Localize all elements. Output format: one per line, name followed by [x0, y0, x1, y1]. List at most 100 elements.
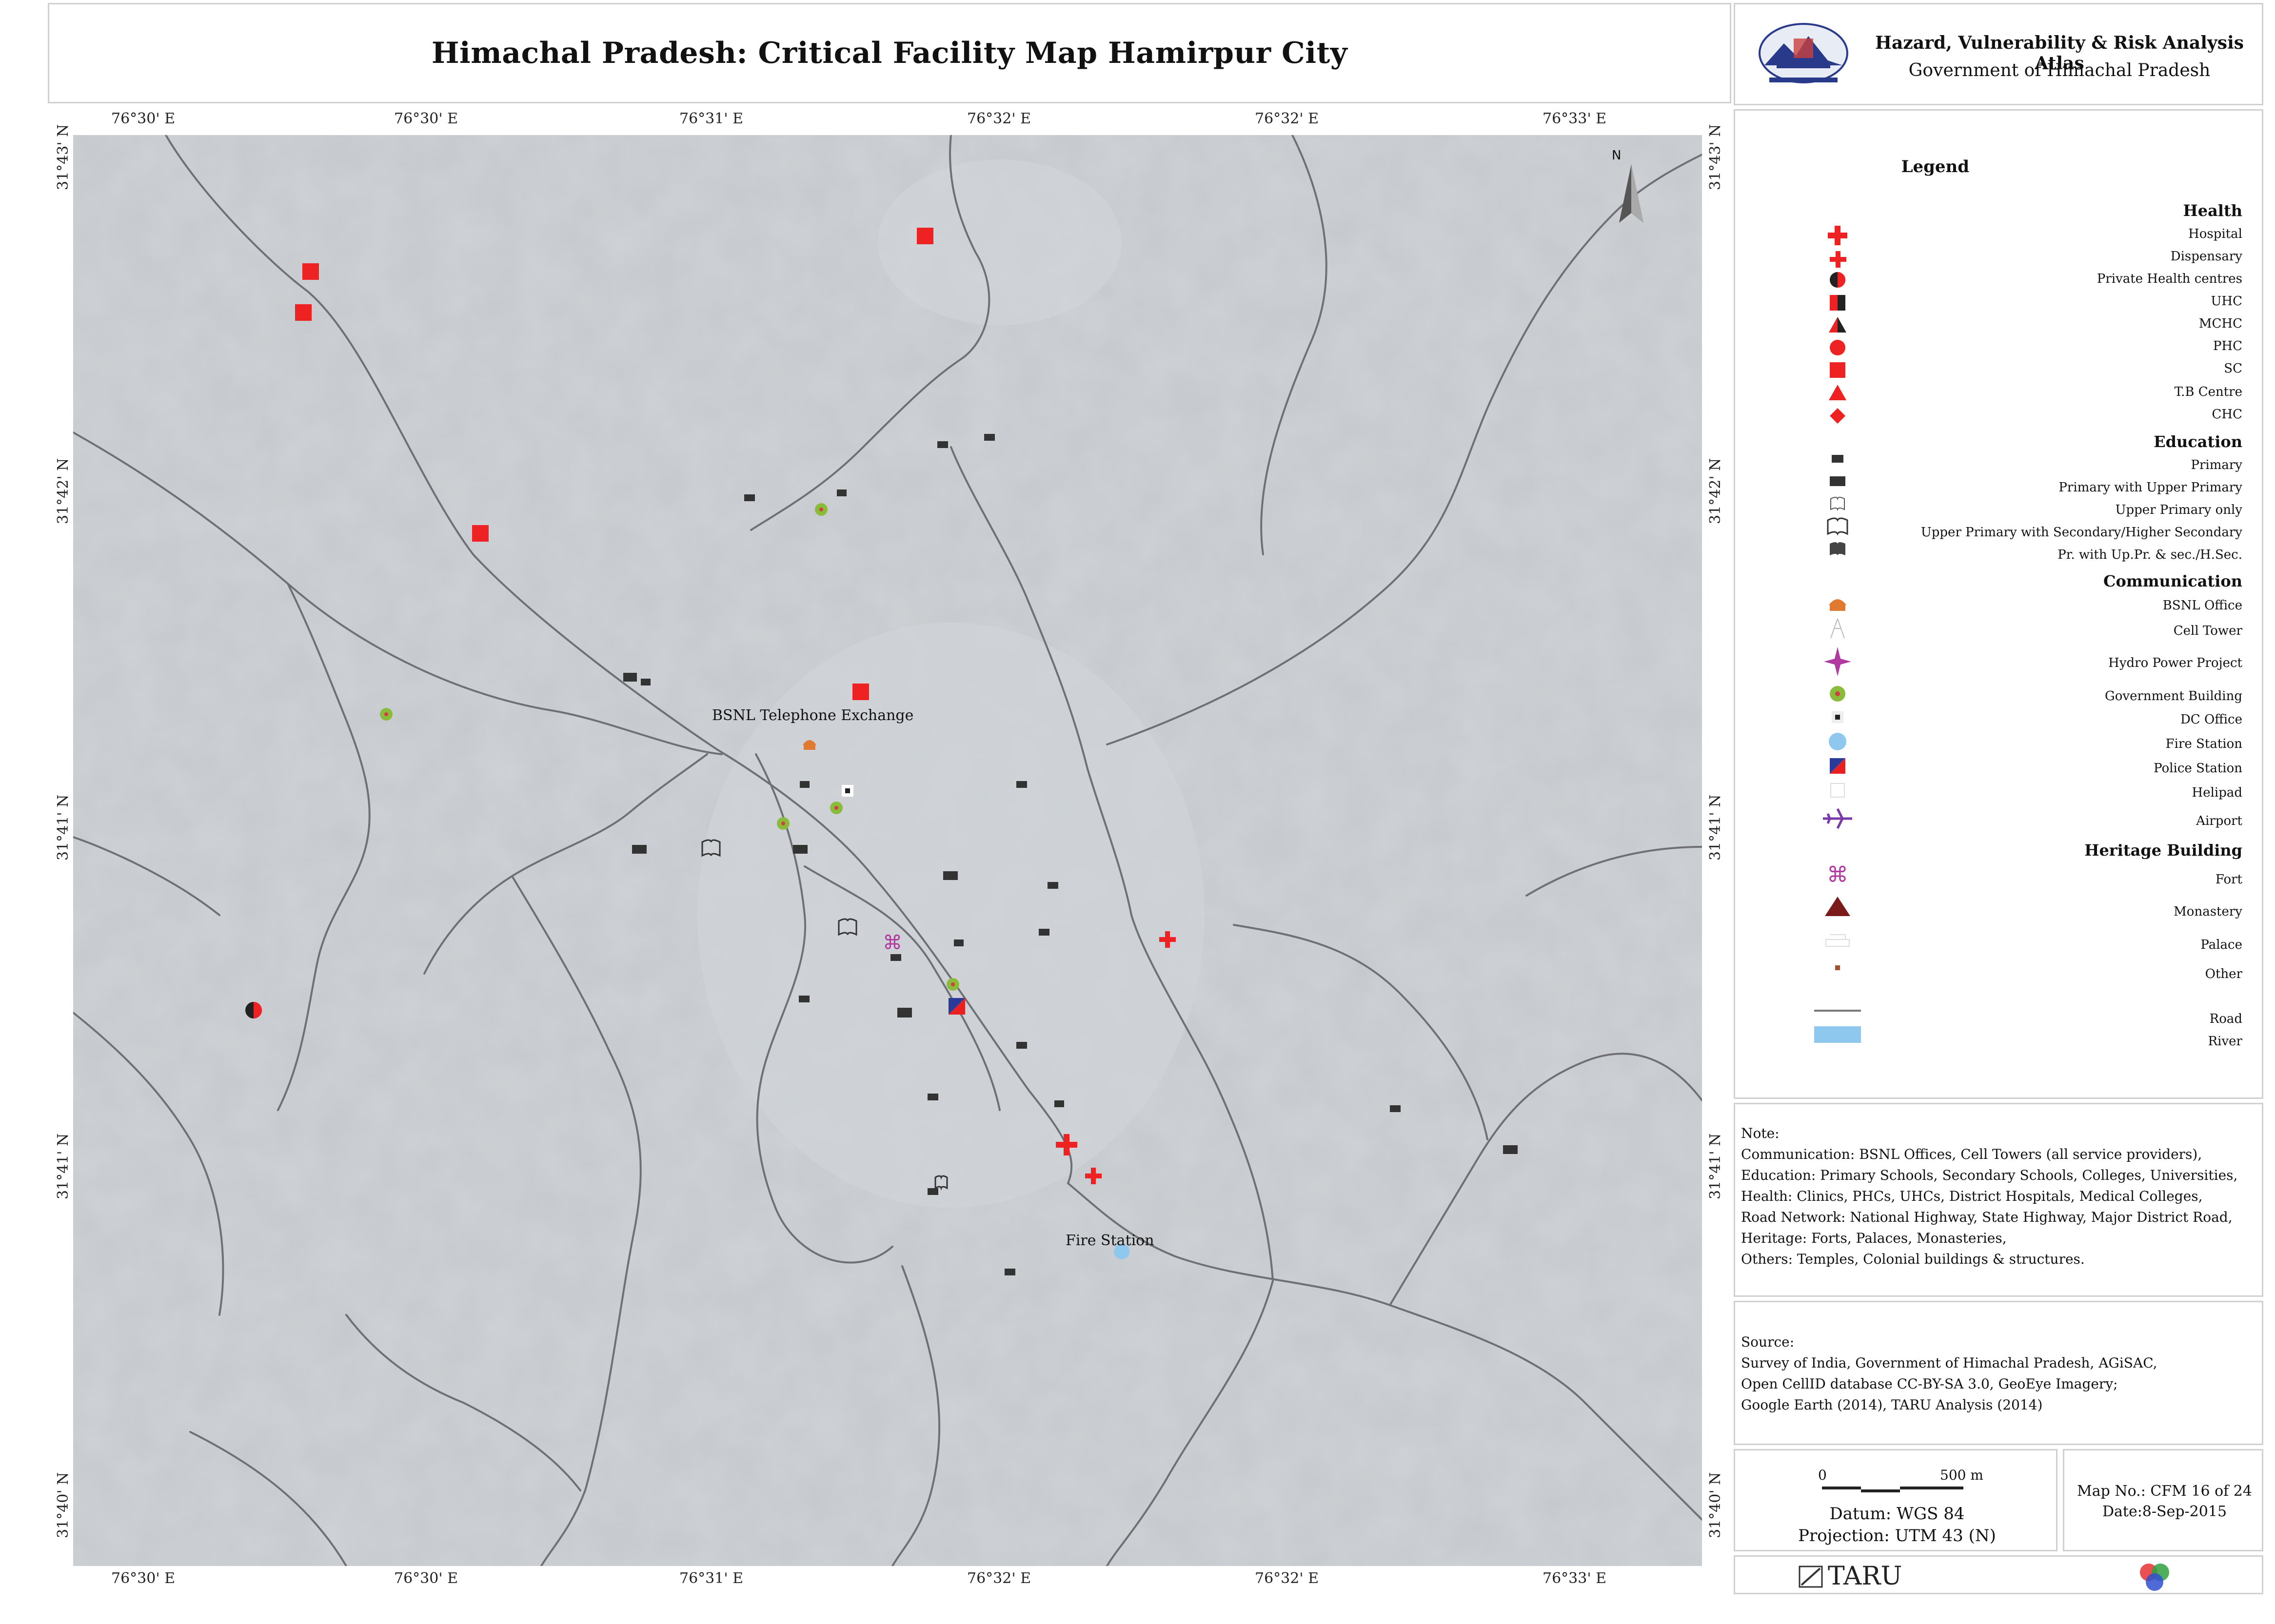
school-icon[interactable]: [641, 679, 651, 685]
lat-label-right-3: 31°41' N: [1707, 794, 1724, 861]
school-icon[interactable]: [744, 494, 755, 501]
dc-office-icon: [1832, 711, 1843, 723]
note-line-6: Others: Temples, Colonial buildings & st…: [1741, 1251, 2085, 1267]
source-line-2: Open CellID database CC-BY-SA 3.0, GeoEy…: [1741, 1376, 2118, 1392]
school-icon[interactable]: [800, 781, 810, 788]
legend-item-monastery: Monastery: [2174, 904, 2242, 919]
hospital-icon[interactable]: [1056, 1134, 1077, 1155]
source-line-1: Survey of India, Government of Himachal …: [1741, 1355, 2157, 1371]
dispensary-icon: [1830, 251, 1846, 268]
road: [750, 135, 990, 531]
lon-label-bottom-3: 76°31' E: [679, 1570, 744, 1587]
private-health-centre-icon[interactable]: [245, 1002, 262, 1018]
government-building-icon[interactable]: [777, 817, 790, 830]
fort-icon[interactable]: ⌘: [883, 932, 902, 954]
sc-marker-icon[interactable]: [472, 525, 489, 542]
book-icon[interactable]: [701, 839, 721, 857]
scale-start-label: 0: [1818, 1467, 1827, 1483]
road: [73, 836, 220, 916]
school-icon[interactable]: [897, 1008, 912, 1017]
book-icon[interactable]: [934, 1175, 948, 1191]
upper-primary-icon: [1830, 497, 1845, 511]
legend-item-primary-upper: Primary with Upper Primary: [2058, 480, 2242, 495]
airport-icon: [1823, 808, 1852, 829]
primary-upper-icon: [1830, 476, 1845, 486]
fort-icon: ⌘: [1827, 862, 1848, 887]
road: [755, 753, 893, 1264]
road: [165, 135, 1073, 1184]
dc-office-icon[interactable]: [842, 785, 853, 797]
government-building-icon[interactable]: [815, 503, 828, 516]
lat-label-left-5: 31°40' N: [55, 1472, 72, 1538]
lon-label-top-2: 76°30' E: [394, 110, 458, 127]
legend-group-heritage: Heritage Building: [2084, 841, 2242, 860]
sc-marker-icon[interactable]: [917, 228, 933, 244]
road: [189, 1431, 347, 1566]
legend-item-uhc: UHC: [2211, 294, 2242, 309]
school-icon[interactable]: [632, 845, 647, 854]
note-line-2: Education: Primary Schools, Secondary Sc…: [1741, 1167, 2238, 1183]
note-line-5: Heritage: Forts, Palaces, Monasteries,: [1741, 1230, 2007, 1246]
legend-title: Legend: [1901, 157, 1969, 176]
school-icon[interactable]: [623, 673, 637, 682]
upper-secondary-icon: [1827, 517, 1848, 536]
police-station-icon[interactable]: [949, 998, 965, 1015]
footer-panel: TARU: [1734, 1555, 2263, 1594]
uhc-icon: [1830, 295, 1845, 311]
lon-label-top-6: 76°33' E: [1543, 110, 1607, 127]
dispensary-icon[interactable]: [1159, 931, 1176, 948]
school-icon[interactable]: [1039, 929, 1049, 936]
source-panel: Source: Survey of India, Government of H…: [1734, 1301, 2263, 1445]
school-icon[interactable]: [954, 939, 964, 946]
sc-marker-icon[interactable]: [302, 263, 319, 280]
government-building-icon[interactable]: [830, 802, 843, 814]
government-building-icon[interactable]: [947, 978, 959, 991]
school-icon[interactable]: [943, 871, 958, 880]
lon-label-top-5: 76°32' E: [1255, 110, 1319, 127]
lon-label-top-4: 76°32' E: [967, 110, 1031, 127]
school-icon[interactable]: [890, 954, 901, 961]
school-icon[interactable]: [793, 845, 808, 854]
note-line-3: Health: Clinics, PHCs, UHCs, District Ho…: [1741, 1188, 2203, 1204]
bsnl-office-icon[interactable]: [803, 740, 816, 750]
road-network: [73, 135, 1702, 1566]
school-icon[interactable]: [1503, 1145, 1518, 1154]
legend-item-gov: Government Building: [2104, 689, 2242, 704]
north-arrow-icon: [1619, 164, 1643, 223]
mchc-icon: [1829, 317, 1846, 333]
school-icon[interactable]: [984, 434, 995, 441]
taru-wordmark: TARU: [1828, 1562, 1902, 1591]
sc-marker-icon[interactable]: [852, 684, 869, 700]
school-icon[interactable]: [928, 1188, 938, 1195]
note-line-1: Communication: BSNL Offices, Cell Towers…: [1741, 1146, 2202, 1162]
school-icon[interactable]: [1390, 1105, 1401, 1112]
lat-label-right-2: 31°42' N: [1707, 458, 1724, 524]
book-icon[interactable]: [838, 918, 857, 936]
gov-building-icon: [1830, 686, 1845, 702]
legend-panel: Legend Health Hospital Dispensary Privat…: [1734, 109, 2263, 1099]
map-canvas[interactable]: ⌘: [73, 135, 1702, 1566]
urban-area: [697, 623, 1205, 1208]
road: [1106, 154, 1702, 745]
lat-label-left-3: 31°41' N: [55, 794, 72, 861]
fire-station-icon[interactable]: [1114, 1244, 1129, 1259]
school-icon[interactable]: [1048, 882, 1058, 889]
book-markers: [701, 839, 948, 1191]
river-legend-swatch: [1814, 1026, 1861, 1043]
dispensary-icon[interactable]: [1085, 1168, 1102, 1184]
school-icon[interactable]: [837, 489, 847, 496]
government-building-icon[interactable]: [380, 708, 393, 721]
school-icon[interactable]: [1016, 781, 1027, 788]
school-icon[interactable]: [928, 1094, 938, 1100]
lon-label-bottom-5: 76°32' E: [1255, 1570, 1319, 1587]
school-icon[interactable]: [1054, 1100, 1064, 1107]
school-icon[interactable]: [1005, 1269, 1015, 1275]
school-icon[interactable]: [1016, 1042, 1027, 1049]
school-icon[interactable]: [937, 441, 948, 448]
map-svg: ⌘: [73, 135, 1702, 1566]
sc-marker-icon[interactable]: [295, 304, 312, 321]
school-icon[interactable]: [799, 996, 810, 1002]
bsnl-office-icon: [1829, 599, 1846, 611]
road: [511, 875, 642, 1566]
palace-icon: [1825, 934, 1850, 947]
